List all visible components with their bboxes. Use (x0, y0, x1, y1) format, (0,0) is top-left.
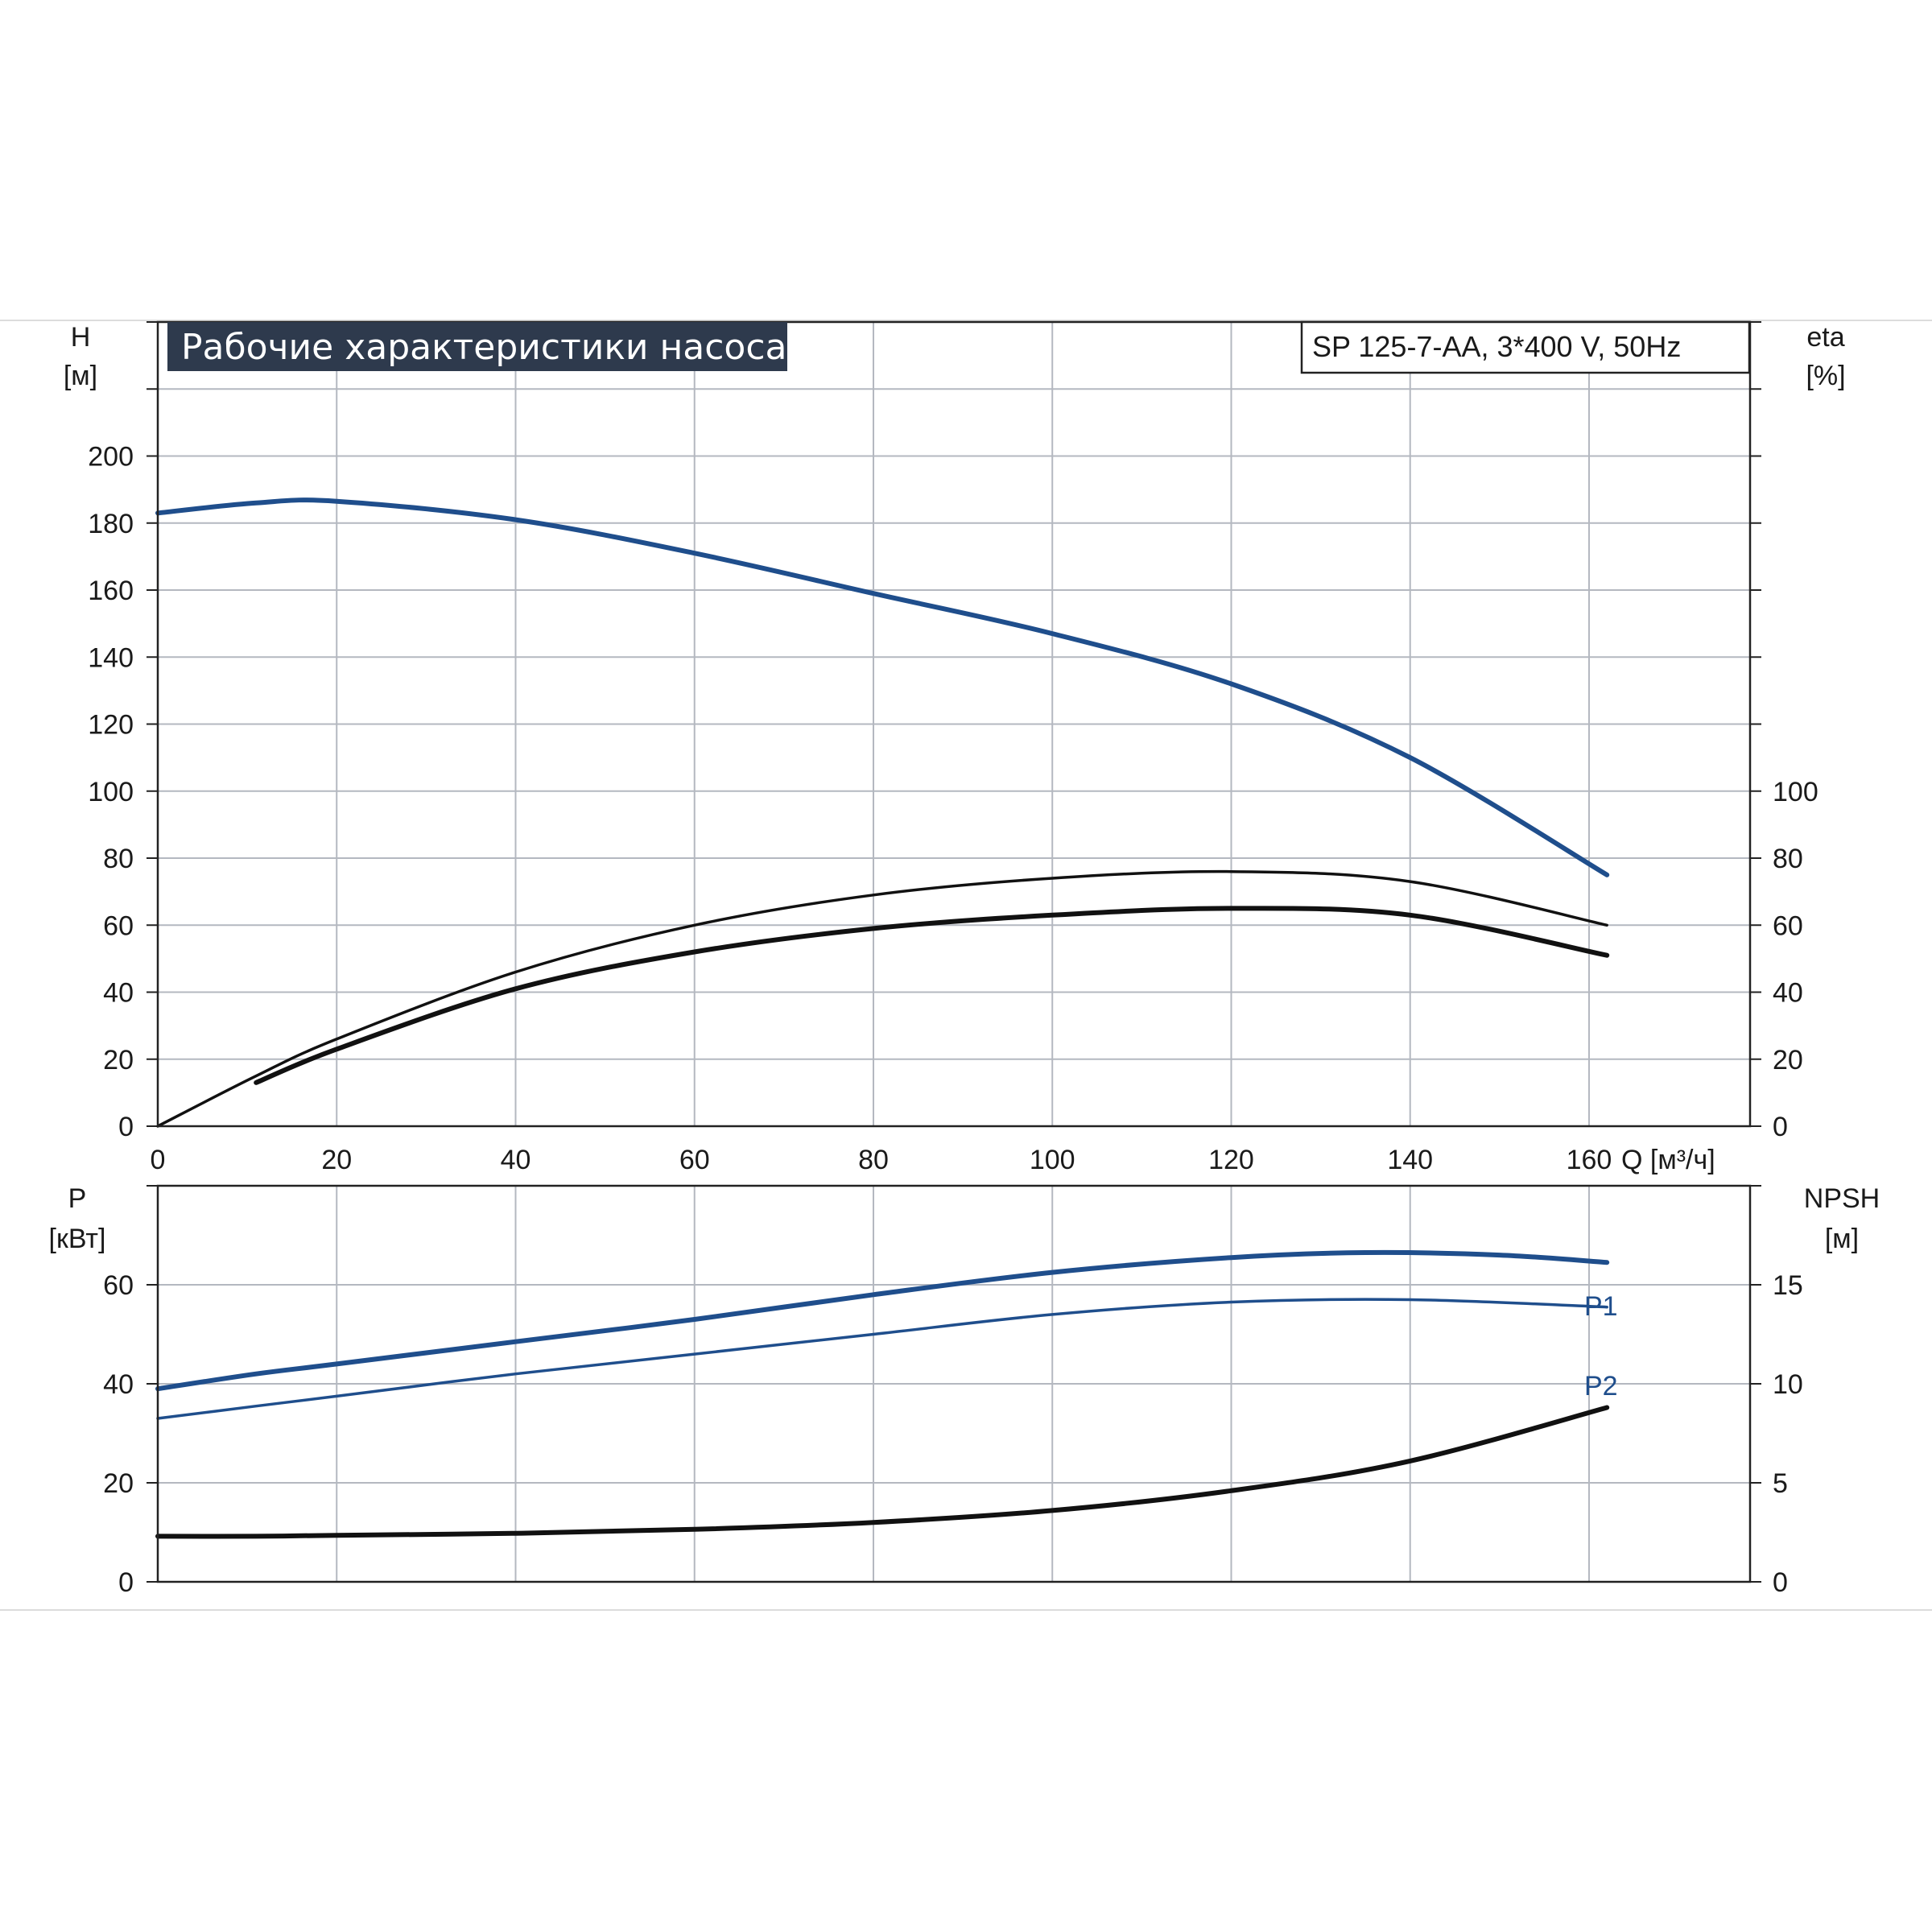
series-label-p1: P1 (1584, 1291, 1618, 1322)
left-tick-label: 160 (88, 576, 134, 606)
model-label-box (1300, 320, 1751, 374)
left-tick-label: 140 (88, 642, 134, 673)
head-chart-frame (156, 320, 1752, 1128)
x-tick-label: 0 (151, 1145, 166, 1175)
head-chart-tick-labels: 0 20 40 60 80 100 120 140 160 0 20 40 60 80 100 120 140 1… (88, 442, 1818, 1176)
right-tick-label: 20 (1773, 1045, 1803, 1075)
right-tick-label: 5 (1773, 1468, 1788, 1499)
left-tick-label: 20 (103, 1045, 134, 1075)
curve-p1 (155, 1249, 1610, 1392)
head-chart-grid (147, 321, 1761, 1127)
curve-p2 (156, 1298, 1608, 1420)
npsh-axis-symbol: NPSH (1804, 1183, 1880, 1214)
x-tick-label: 140 (1387, 1145, 1433, 1175)
x-tick-label: 60 (679, 1145, 710, 1175)
head-chart-curves (155, 497, 1610, 1128)
left-tick-label: 0 (118, 1112, 134, 1142)
left-tick-label: 40 (103, 978, 134, 1009)
right-tick-label: 40 (1773, 978, 1803, 1009)
npsh-axis-unit: [м] (1825, 1224, 1859, 1254)
left-tick-label: 100 (88, 777, 134, 807)
left-tick-label: 0 (118, 1567, 134, 1598)
efficiency-axis-unit: [%] (1806, 361, 1845, 391)
right-tick-label: 0 (1773, 1112, 1788, 1142)
left-tick-label: 20 (103, 1468, 134, 1499)
power-axis-unit: [кВт] (49, 1224, 106, 1254)
title-badge (167, 322, 787, 371)
x-tick-label: 120 (1208, 1145, 1254, 1175)
x-tick-label: 80 (858, 1145, 889, 1175)
left-tick-label: 60 (103, 910, 134, 941)
left-tick-label: 180 (88, 509, 134, 539)
curve-h (155, 497, 1610, 877)
chart-title: Рабочие характеристики насоса (181, 327, 786, 368)
left-tick-label: 120 (88, 710, 134, 741)
right-tick-label: 0 (1773, 1567, 1788, 1598)
power-chart-curves (155, 1249, 1610, 1539)
x-tick-label: 160 (1567, 1145, 1612, 1175)
x-tick-label: 100 (1030, 1145, 1075, 1175)
series-label-p2: P2 (1584, 1371, 1618, 1402)
power-chart-frame (156, 1184, 1752, 1583)
curve-eta-hydraulic (156, 869, 1608, 1128)
right-tick-label: 80 (1773, 844, 1803, 874)
efficiency-axis-symbol: eta (1806, 322, 1844, 353)
power-axis-symbol: P (68, 1183, 87, 1214)
power-chart-tick-labels: 0 20 40 60 0 5 10 15 (103, 1270, 1803, 1598)
model-label: SP 125-7-AA, 3*400 V, 50Hz (1312, 330, 1681, 363)
right-tick-label: 10 (1773, 1369, 1803, 1400)
right-tick-label: 60 (1773, 910, 1803, 941)
head-axis-symbol: H (71, 322, 91, 353)
curve-npsh (155, 1405, 1610, 1539)
x-tick-label: 20 (321, 1145, 352, 1175)
left-tick-label: 80 (103, 844, 134, 874)
left-tick-label: 40 (103, 1369, 134, 1400)
right-tick-label: 100 (1773, 777, 1818, 807)
power-chart-grid (147, 1185, 1761, 1583)
curve-eta-total (254, 906, 1610, 1085)
left-tick-label: 200 (88, 442, 134, 473)
flow-axis-label: Q [м³/ч] (1621, 1145, 1715, 1175)
head-axis-unit: [м] (64, 361, 97, 391)
left-tick-label: 60 (103, 1270, 134, 1301)
right-tick-label: 15 (1773, 1270, 1803, 1301)
x-tick-label: 40 (501, 1145, 531, 1175)
